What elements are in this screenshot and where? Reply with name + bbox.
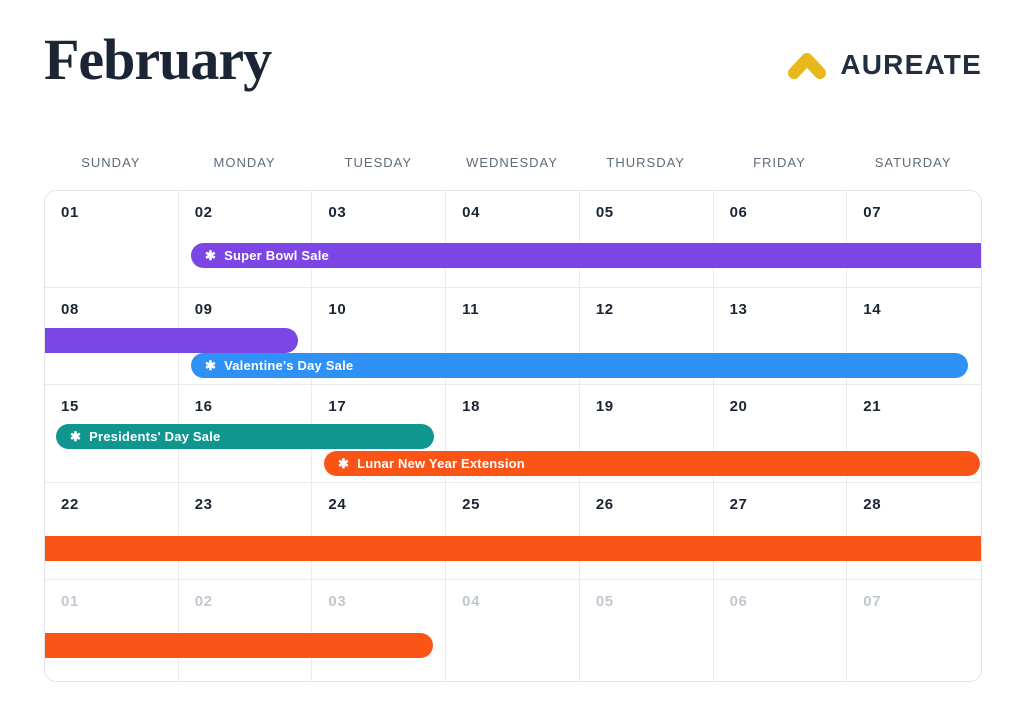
day-cell: 28 (847, 483, 981, 580)
event-bar-lunar-new-year-extension-continuation[interactable] (45, 536, 981, 561)
day-cell-next-month: 07 (863, 593, 882, 610)
day-cell: 22 (45, 483, 179, 580)
day-cell: 07 (847, 191, 981, 288)
day-cell: 17 (312, 385, 447, 483)
day-cell: 20 (713, 385, 848, 483)
calendar-cells: 01 02 03 04 05 06 07 08 09 10 11 12 13 1… (45, 191, 981, 681)
event-label: Super Bowl Sale (224, 248, 329, 263)
day-cell: 14 (847, 288, 981, 385)
asterisk-icon: ✱ (205, 248, 217, 263)
event-bar-valentines-day-sale[interactable]: ✱ Valentine's Day Sale (191, 353, 968, 378)
chevron-up-icon (785, 48, 829, 82)
day-cell-next-month: 02 (179, 580, 313, 681)
day-cell-next-month: 03 (312, 580, 447, 681)
event-label: Valentine's Day Sale (224, 358, 354, 373)
day-cell: 11 (446, 288, 580, 385)
day-cell-next-month: 04 (446, 580, 580, 681)
brand-name: AUREATE (840, 49, 982, 80)
day-cell: 21 (847, 385, 981, 483)
weekday-thursday: THURSDAY (606, 155, 685, 170)
event-label: Presidents' Day Sale (89, 429, 221, 444)
weekday-saturday: SATURDAY (874, 155, 952, 170)
day-cell: 03 (312, 191, 447, 288)
day-cell-next-month: 05 (580, 580, 714, 681)
calendar-grid: 01 02 03 04 05 06 07 08 09 10 11 12 13 1… (44, 190, 982, 682)
weekday-wednesday: WEDNESDAY (466, 155, 558, 170)
day-cell-next-month: 01 (45, 580, 179, 681)
brand-logo: AUREATE (785, 48, 982, 82)
day-cell: 06 (713, 191, 848, 288)
day-cell: 04 (446, 191, 580, 288)
day-cell-next-month: 06 (714, 580, 848, 681)
day-cell: 27 (713, 483, 848, 580)
day-cell: 10 (312, 288, 447, 385)
day-cell: 26 (579, 483, 714, 580)
day-cell: 12 (579, 288, 714, 385)
day-cell: 09 (178, 288, 313, 385)
event-bar-lunar-new-year-extension[interactable]: ✱ Lunar New Year Extension (324, 451, 980, 476)
day-cell: 01 (45, 191, 179, 288)
day-cell: 13 (713, 288, 848, 385)
weekday-friday: FRIDAY (753, 155, 806, 170)
weekday-monday: MONDAY (213, 155, 276, 170)
day-cell: 18 (446, 385, 580, 483)
day-cell: 05 (579, 191, 714, 288)
day-cell: 02 (178, 191, 313, 288)
asterisk-icon: ✱ (70, 429, 82, 444)
asterisk-icon: ✱ (205, 358, 217, 373)
event-bar-lunar-new-year-extension-continuation[interactable] (45, 633, 433, 658)
weekday-header-row: SUNDAY MONDAY TUESDAY WEDNESDAY THURSDAY… (44, 155, 980, 170)
event-bar-presidents-day-sale[interactable]: ✱ Presidents' Day Sale (56, 424, 434, 449)
day-cell: 25 (446, 483, 580, 580)
day-cell: 19 (579, 385, 714, 483)
asterisk-icon: ✱ (338, 456, 350, 471)
weekday-sunday: SUNDAY (81, 155, 141, 170)
day-cell: 24 (312, 483, 447, 580)
day-cell: 23 (178, 483, 313, 580)
event-bar-super-bowl-sale-continuation[interactable] (45, 328, 298, 353)
event-label: Lunar New Year Extension (357, 456, 525, 471)
month-title: February (44, 27, 272, 92)
weekday-tuesday: TUESDAY (344, 155, 412, 170)
event-bar-super-bowl-sale[interactable]: ✱ Super Bowl Sale (191, 243, 981, 268)
